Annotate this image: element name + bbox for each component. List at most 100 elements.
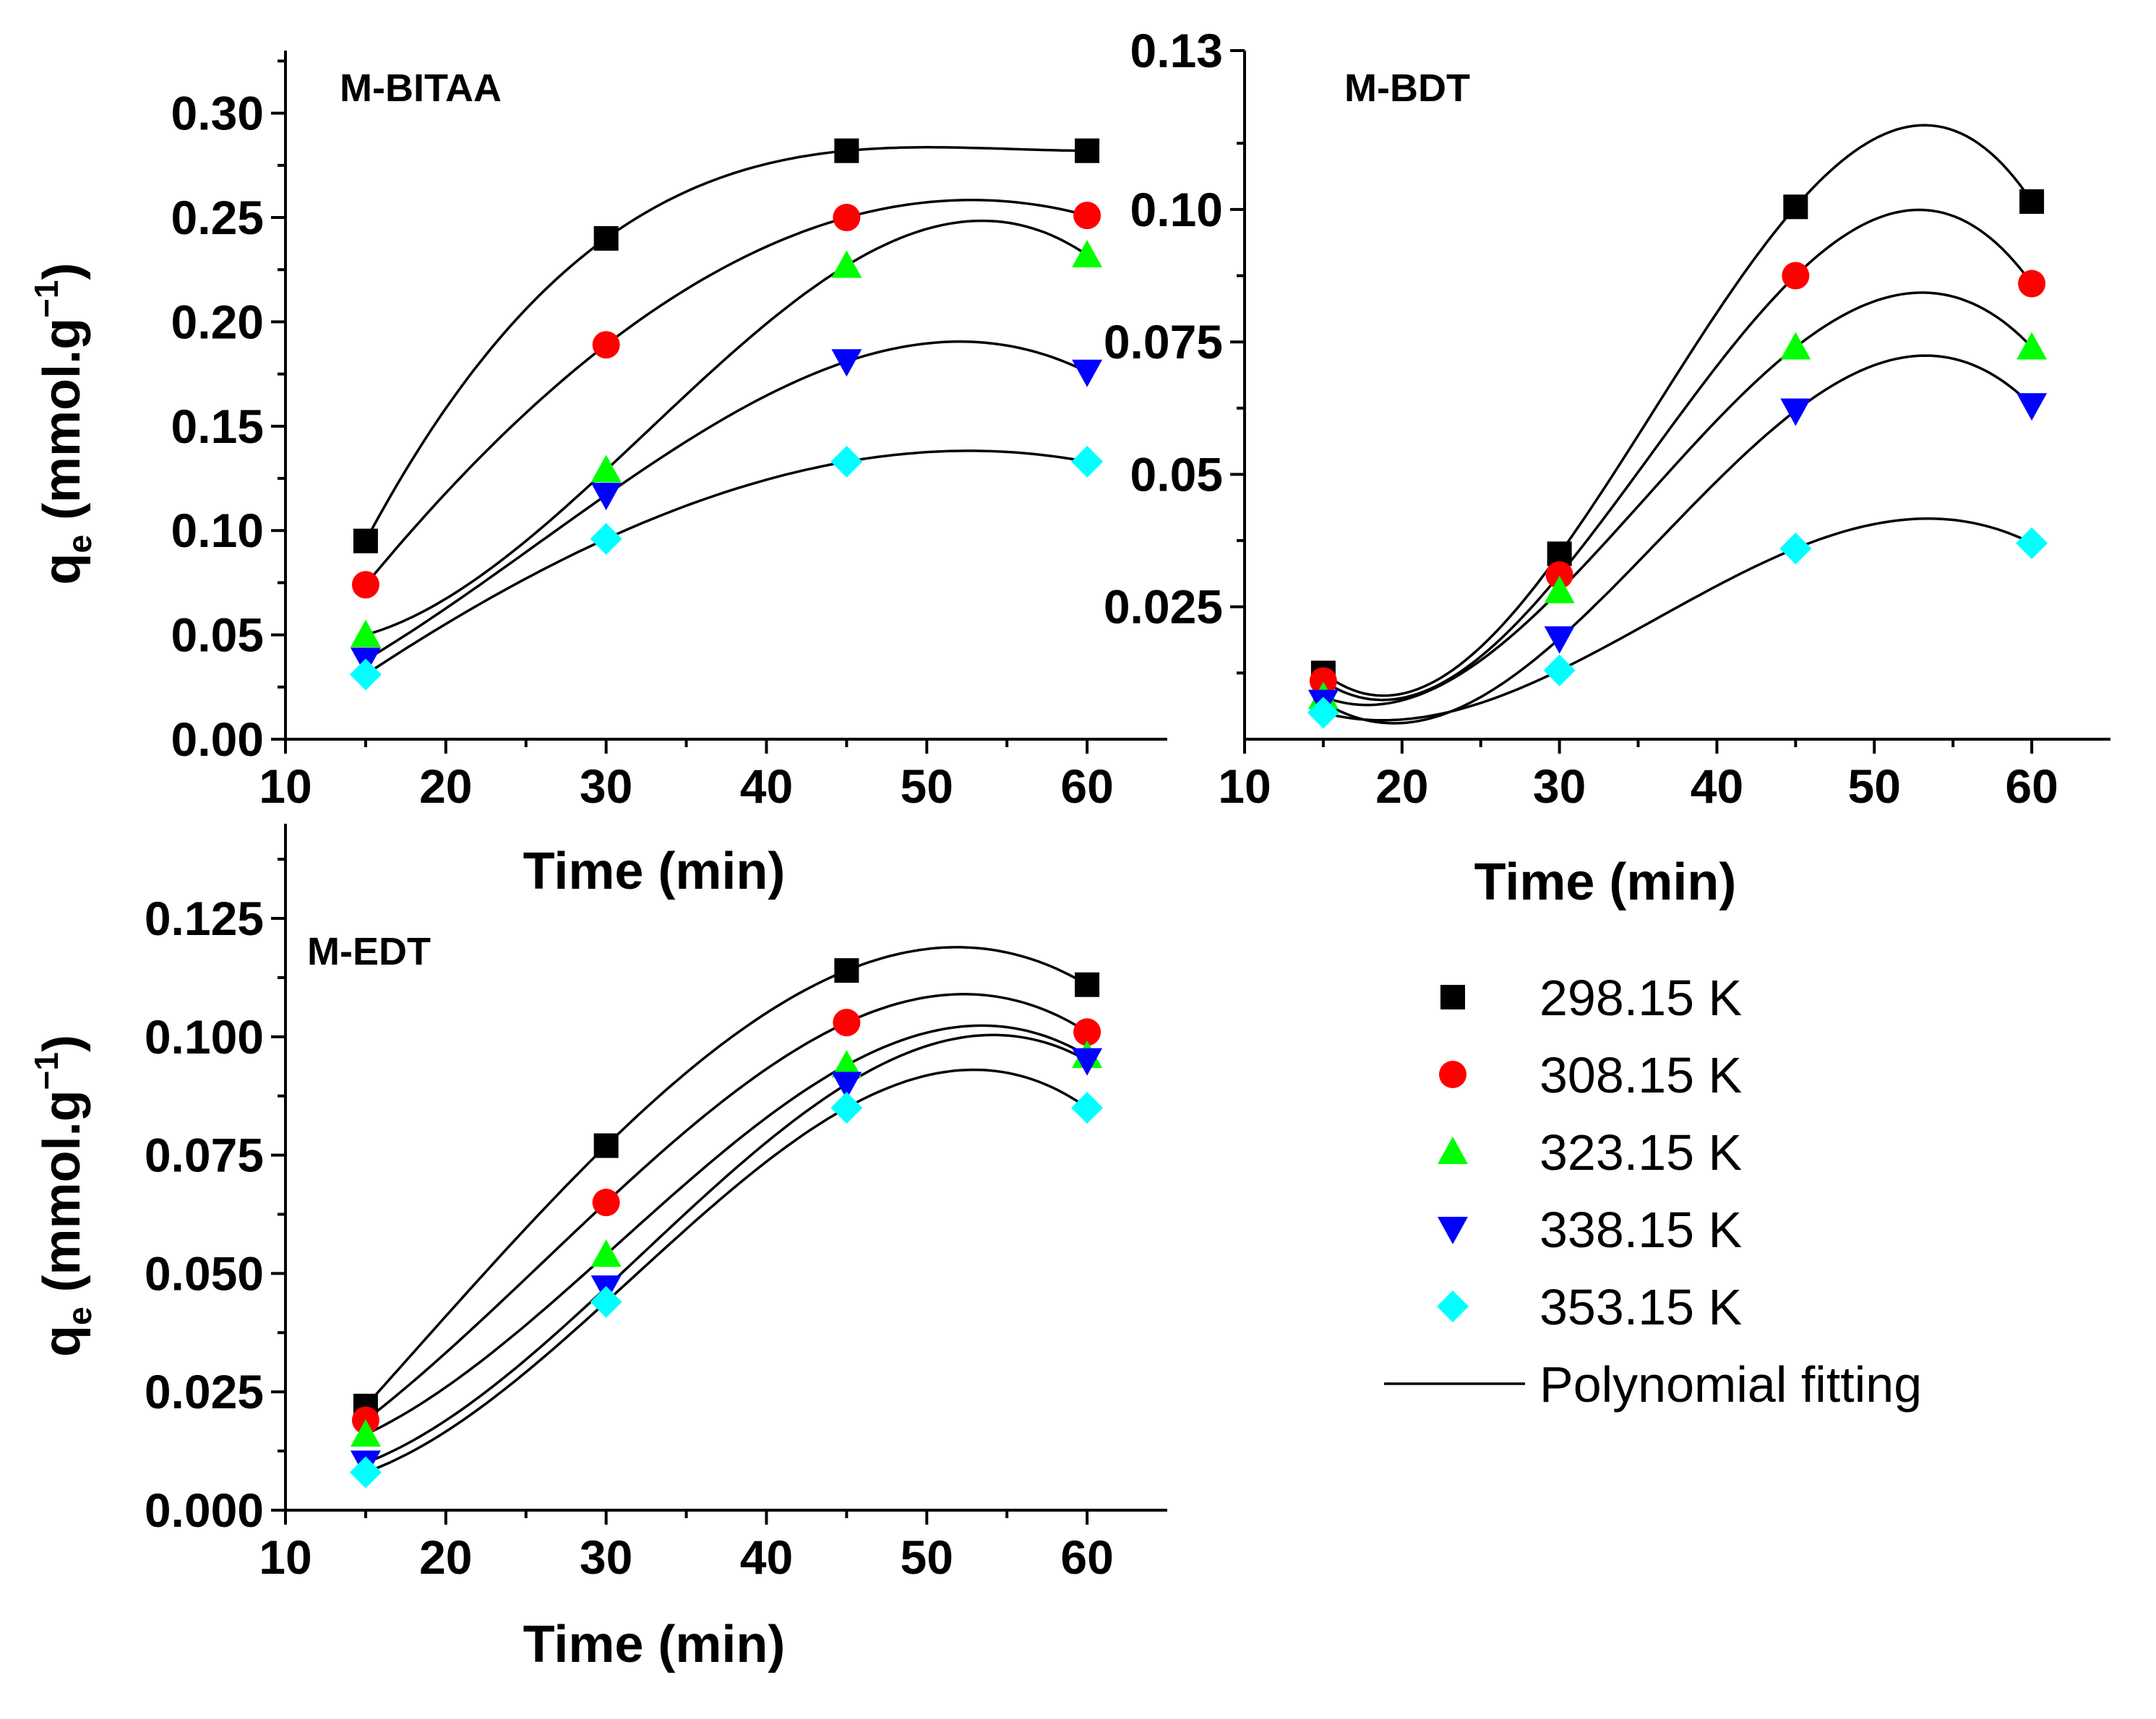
data-point-s1-p1 <box>1545 561 1573 589</box>
y-tick-label: 0.075 <box>145 1129 264 1182</box>
data-point-s3-p3 <box>1072 359 1103 387</box>
panel-m-edt: 10 20 30 40 50 60 0.000 0.025 0.050 0.075 0.100 0.1… <box>27 824 1167 1673</box>
fit-curve-4 <box>364 449 1088 676</box>
ylabel-units: (mmol.g <box>33 318 91 535</box>
data-point-s4-p1 <box>590 522 622 555</box>
x-tick-label: 30 <box>1533 759 1586 813</box>
data-point-s4-p3 <box>1071 445 1104 478</box>
legend-label-2: 323.15 K <box>1539 1124 1742 1181</box>
data-point-s4-p2 <box>1779 533 1812 565</box>
data-point-s4-p0 <box>349 658 382 691</box>
x-tick-label: 40 <box>740 759 793 813</box>
x-tick-label: 10 <box>259 759 312 813</box>
fit-curve-1 <box>1322 208 2033 702</box>
data-point-s3-p3 <box>2017 393 2048 421</box>
x-axis-title: Time (min) <box>523 1616 786 1673</box>
data-point-s1-p3 <box>2018 270 2046 298</box>
data-point-s4-p1 <box>590 1285 622 1318</box>
data-point-s4-p0 <box>349 1456 382 1488</box>
y-tick-label: 0.10 <box>171 504 264 557</box>
y-tick-label: 0.100 <box>145 1010 264 1064</box>
panel-m-bdt: 10 20 30 40 50 60 0.025 0.05 0.075 0.10 0.13 M-BDT T… <box>1104 24 2110 911</box>
x-tick-label: 20 <box>419 1530 472 1584</box>
x-tick-label: 60 <box>1060 759 1113 813</box>
data-point-s3-p3 <box>1072 1048 1103 1076</box>
y-tick-label: 0.15 <box>171 400 264 453</box>
x-axis-title: Time (min) <box>523 843 786 900</box>
x-tick-label: 50 <box>901 1530 953 1584</box>
data-point-s4-p2 <box>830 1092 863 1124</box>
y-tick-label: 0.25 <box>171 191 264 244</box>
y-tick-label: 0.20 <box>171 295 264 348</box>
x-axis-title: Time (min) <box>1474 853 1737 911</box>
data-point-s0-p0 <box>353 528 378 553</box>
data-point-s1-p2 <box>833 1009 861 1037</box>
fit-curve-3 <box>1323 354 2033 725</box>
data-point-s0-p3 <box>1075 972 1100 997</box>
data-point-s2-p0 <box>350 619 381 647</box>
y-tick-label: 0.075 <box>1104 315 1223 369</box>
data-point-s4-p2 <box>830 445 863 478</box>
y-tick-label: 0.05 <box>1130 447 1223 501</box>
y-tick-label: 0.050 <box>145 1246 264 1300</box>
panel-title: M-BDT <box>1344 66 1470 110</box>
data-point-s2-p0 <box>350 1419 381 1447</box>
x-tick-label: 50 <box>1848 759 1901 813</box>
data-point-s2-p1 <box>1544 575 1575 603</box>
data-point-s1-p3 <box>1073 1018 1101 1046</box>
data-point-s3-p2 <box>831 349 862 377</box>
y-tick-label: 0.00 <box>171 712 264 766</box>
data-point-s1-p3 <box>1073 202 1101 230</box>
y-tick-label: 0.025 <box>145 1365 264 1418</box>
legend-label-3: 338.15 K <box>1539 1202 1742 1258</box>
data-point-s3-p2 <box>1780 398 1811 426</box>
ylabel-sup: −1 <box>27 1052 65 1090</box>
y-tick-label: 0.30 <box>171 87 264 140</box>
y-tick-label: 0.13 <box>1130 24 1223 77</box>
fit-curve-0 <box>364 946 1088 1408</box>
data-point-s4-p1 <box>1543 654 1576 686</box>
x-tick-label: 60 <box>2005 759 2058 813</box>
data-point-s1-p2 <box>833 204 861 232</box>
legend: 298.15 K 308.15 K 323.15 K 338.15 K 353.15 K… <box>1384 970 1922 1413</box>
x-tick-label: 30 <box>580 759 632 813</box>
legend-marker-0 <box>1440 985 1465 1009</box>
data-point-s1-p1 <box>592 331 620 359</box>
ylabel-close: ) <box>33 262 91 280</box>
data-point-s2-p1 <box>590 1239 622 1267</box>
legend-fit-label: Polynomial fitting <box>1539 1356 1922 1413</box>
data-point-s2-p2 <box>1780 332 1811 360</box>
data-point-s4-p3 <box>2016 527 2048 559</box>
fit-curve-1 <box>364 199 1088 586</box>
data-point-s0-p2 <box>1783 194 1808 220</box>
x-tick-label: 60 <box>1060 1530 1113 1584</box>
data-point-s0-p2 <box>834 958 859 983</box>
y-tick-label: 0.125 <box>145 892 264 945</box>
y-axis-title: qe (mmol.g−1) <box>27 1035 98 1357</box>
panel-m-bitaa: 10 20 30 40 50 60 0.00 0.05 0.10 0.15 0.20 0.25 0.30… <box>27 51 1167 900</box>
data-point-s4-p3 <box>1071 1092 1104 1124</box>
x-tick-label: 10 <box>1218 759 1271 813</box>
legend-label-0: 298.15 K <box>1539 970 1742 1026</box>
fit-curve-3 <box>364 340 1088 661</box>
ylabel-sub-e: e <box>61 535 98 553</box>
data-point-s0-p3 <box>1075 138 1100 163</box>
x-tick-label: 20 <box>419 759 472 813</box>
fit-curve-4 <box>1323 517 2032 722</box>
x-tick-label: 30 <box>580 1530 632 1584</box>
ylabel-q: q <box>33 1325 91 1357</box>
fit-curve-1 <box>364 993 1088 1421</box>
legend-marker-1 <box>1439 1061 1466 1088</box>
ylabel-close: ) <box>33 1035 91 1052</box>
data-point-s1-p0 <box>351 571 379 599</box>
data-point-s1-p1 <box>592 1189 620 1217</box>
legend-marker-2 <box>1438 1137 1468 1164</box>
data-point-s2-p2 <box>831 1050 862 1078</box>
data-point-s2-p2 <box>831 250 862 278</box>
x-tick-label: 40 <box>740 1530 793 1584</box>
data-point-s0-p2 <box>834 138 859 163</box>
legend-marker-3 <box>1438 1217 1468 1244</box>
x-tick-label: 40 <box>1691 759 1743 813</box>
ylabel-units: (mmol.g <box>33 1090 91 1306</box>
